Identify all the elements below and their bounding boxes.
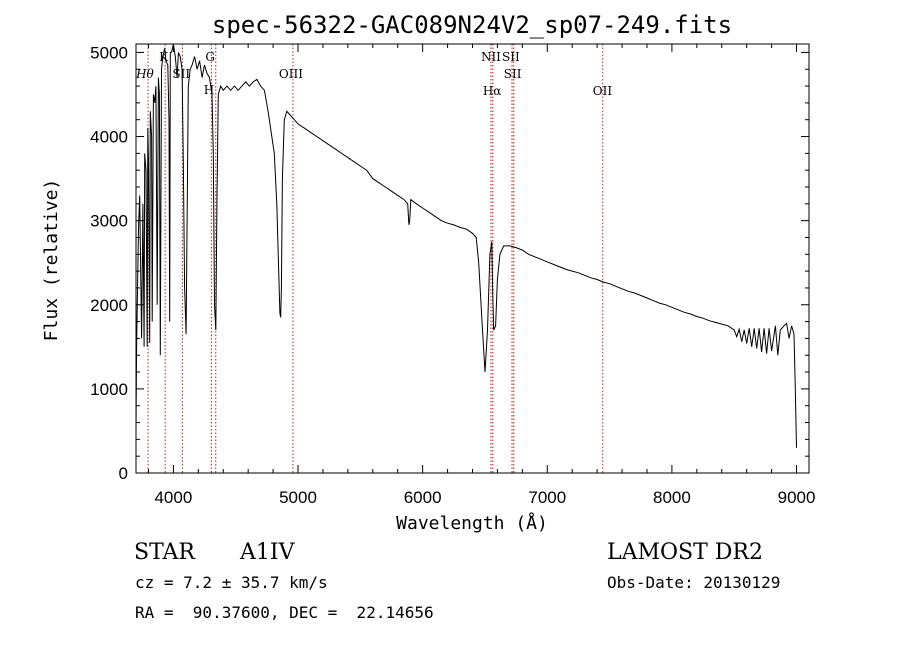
x-tick-label: 7000: [528, 488, 566, 507]
x-tick-label: 8000: [653, 488, 691, 507]
y-tick-label: 2000: [90, 296, 128, 315]
spectral-line-label: G: [205, 50, 215, 64]
spectral-line-label: SII: [172, 67, 190, 81]
redshift-text: cz = 7.2 ± 35.7 km/s: [135, 573, 328, 592]
spectral-line-label: OIII: [279, 67, 303, 81]
y-tick-label: 0: [119, 464, 128, 483]
chart-title: spec-56322-GAC089N24V2_sp07-249.fits: [212, 11, 732, 39]
y-tick-label: 1000: [90, 380, 128, 399]
y-tick-label: 3000: [90, 212, 128, 231]
x-tick-label: 5000: [279, 488, 317, 507]
spectral-line-label: Hα: [483, 84, 502, 98]
spectral-line-label: OII: [593, 84, 613, 98]
spectral-line-label: SII: [504, 67, 522, 81]
y-tick-label: 5000: [90, 43, 128, 62]
obs-date-text: Obs-Date: 20130129: [607, 573, 781, 592]
x-tick-label: 9000: [778, 488, 816, 507]
y-tick-label: 4000: [90, 128, 128, 147]
plot-frame: [135, 43, 810, 474]
spectrum-line: [135, 43, 797, 448]
survey-label: LAMOST DR2: [607, 540, 763, 565]
spectral-line-label: K: [159, 50, 169, 64]
subclass-label: A1IV: [240, 540, 295, 565]
x-tick-label: 6000: [404, 488, 442, 507]
spectral-line-label: H: [204, 83, 214, 97]
class-label: STAR: [134, 540, 195, 565]
spectral-line-label: Hθ: [135, 67, 154, 81]
x-axis-label: Wavelength (Å): [396, 512, 548, 534]
y-axis-label: Flux (relative): [41, 179, 62, 342]
coordinates-text: RA = 90.37600, DEC = 22.14656: [135, 603, 434, 622]
spectral-line-label: SII: [502, 50, 520, 64]
x-tick-label: 4000: [154, 488, 192, 507]
spectral-line-label: NII: [481, 50, 501, 64]
